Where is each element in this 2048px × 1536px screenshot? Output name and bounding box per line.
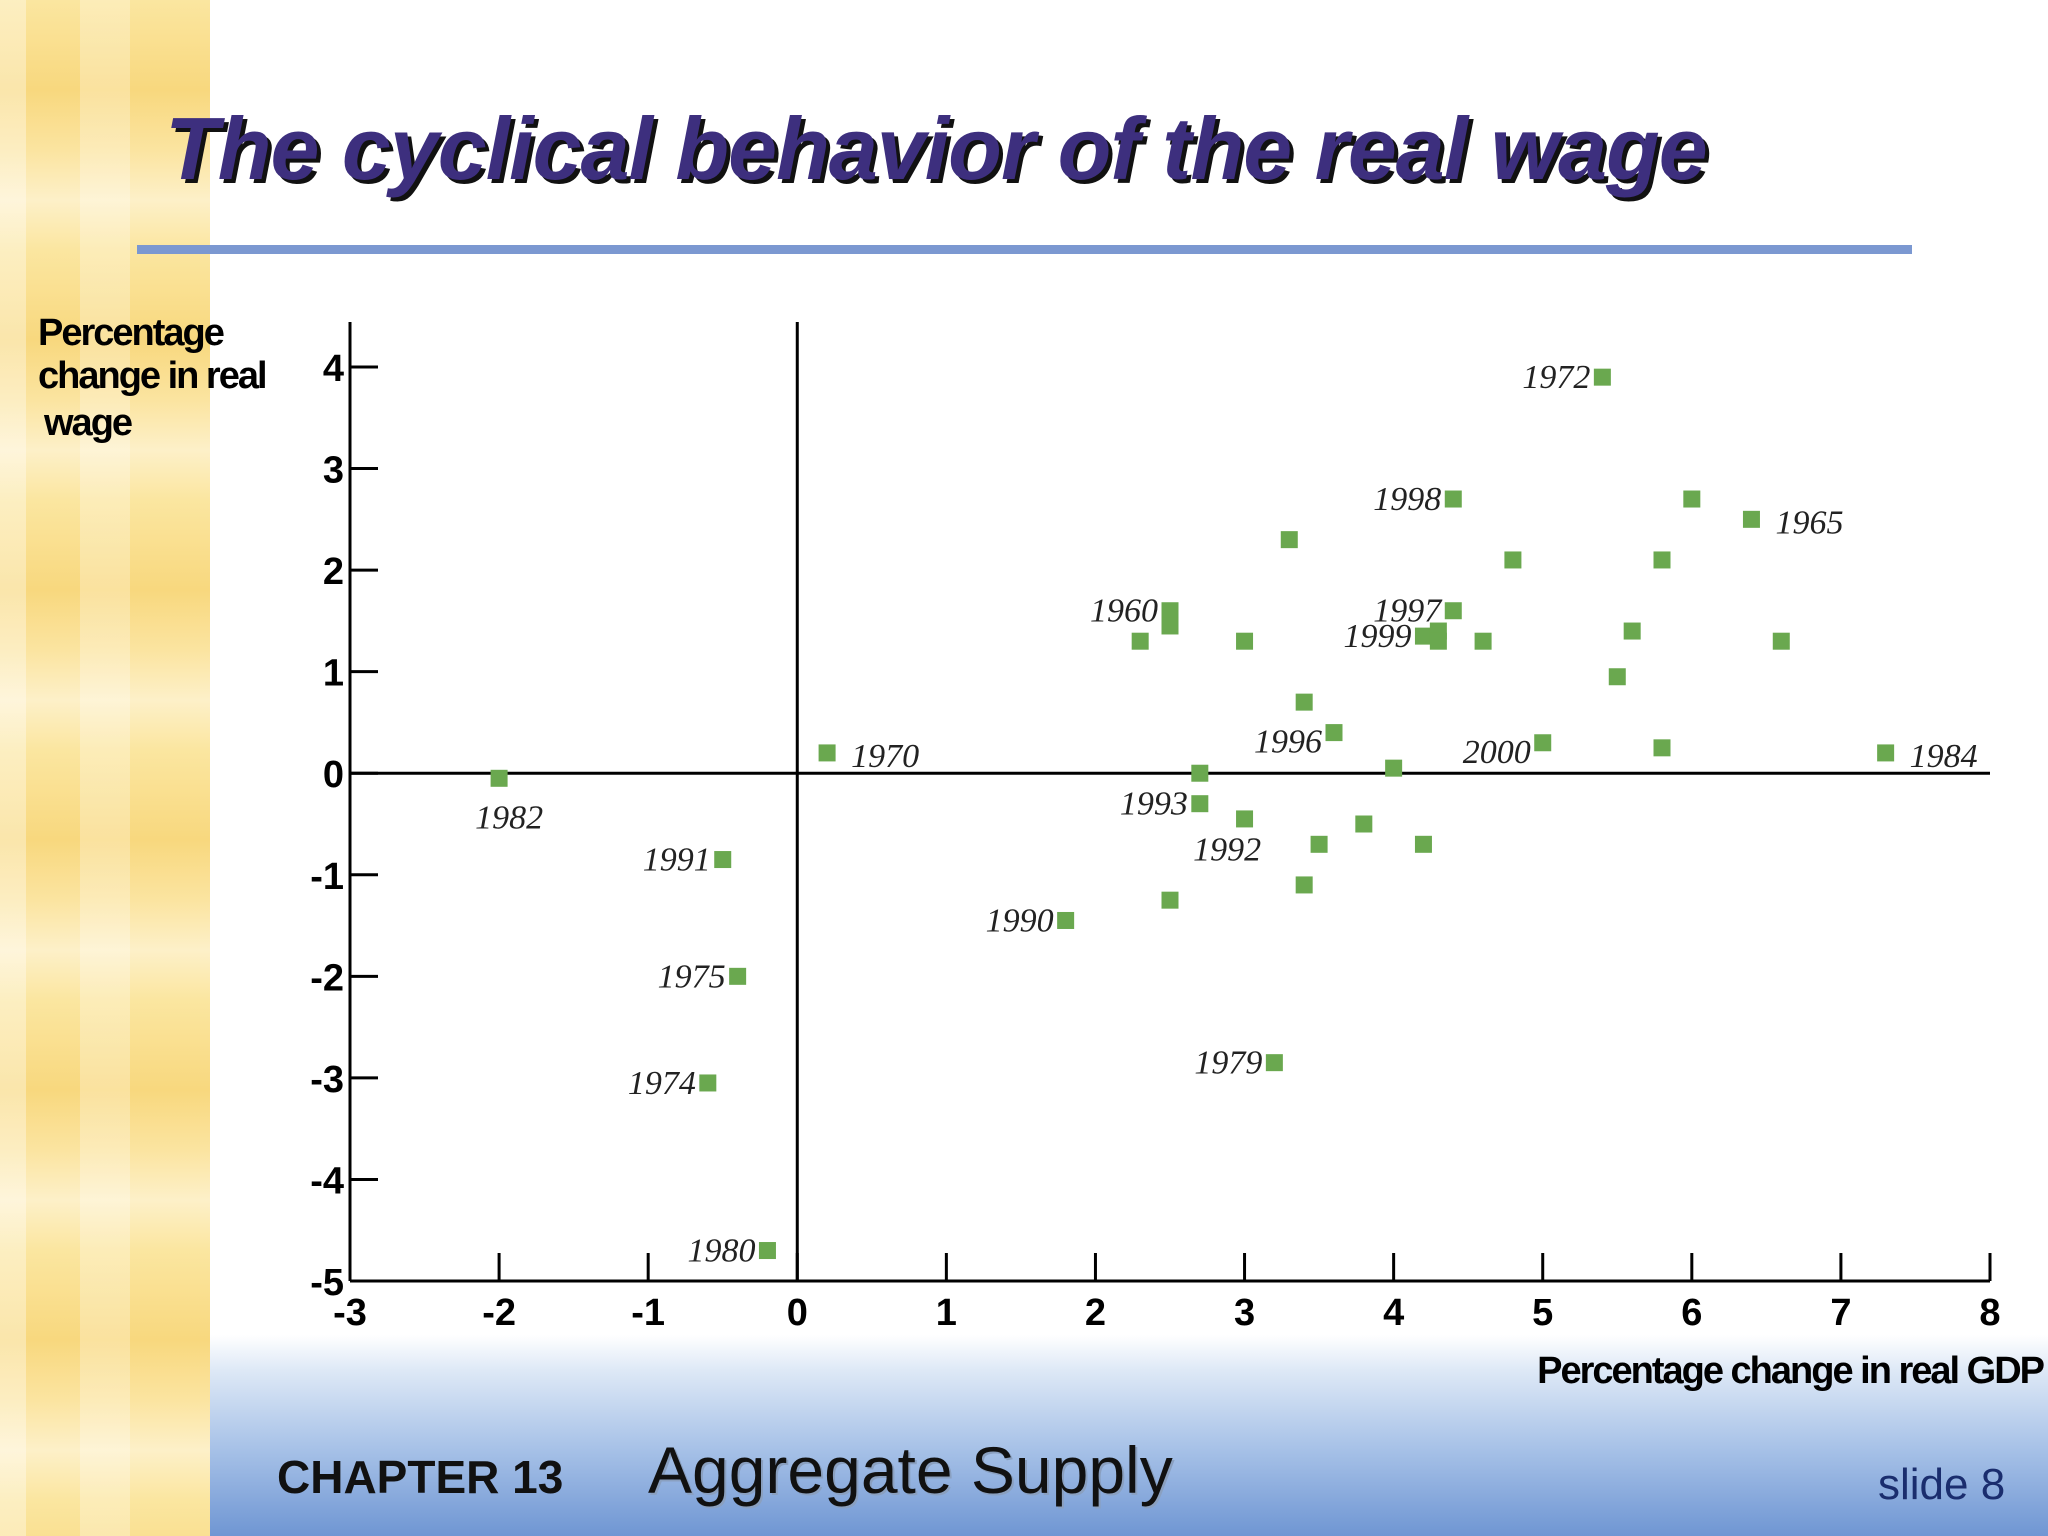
slide-title: The cyclical behavior of the real wage [165,99,1708,198]
y-tick-label: -2 [310,957,344,999]
scatter-point [1414,835,1432,853]
y-tick-label: -4 [310,1160,344,1202]
point-label: 1999 [1343,618,1411,655]
scatter-point [1191,764,1209,782]
scatter-point [1608,668,1626,686]
scatter-point [1325,724,1343,742]
scatter-point [1623,622,1641,640]
scatter-point [1280,531,1298,549]
scatter-point [1295,693,1313,711]
scatter-point [1474,632,1492,650]
scatter-point [1355,815,1373,833]
scatter-point [1534,734,1552,752]
y-tick-label: 3 [323,450,344,492]
point-label: 1996 [1254,724,1322,761]
y-axis-title-line1: Percentage [38,312,224,354]
point-label: 1965 [1775,504,1843,541]
decorative-side-band [0,0,210,1536]
y-tick-label: 2 [323,551,344,593]
scatter-point [1191,795,1209,813]
scatter-point [1161,602,1179,620]
x-tick-label: 2 [1085,1292,1106,1334]
point-label: 1998 [1373,481,1441,518]
point-label: 1972 [1522,359,1590,396]
y-axis-title-line3: wage [43,402,132,444]
scatter-point [1444,490,1462,508]
y-tick-label: 4 [323,348,344,390]
chart-axes [348,322,1990,1283]
point-label: 1970 [851,738,919,775]
x-tick-label: 8 [1979,1292,2000,1334]
scatter-point [729,967,747,985]
scatter-point [1772,632,1790,650]
y-axis-title-line2: change in real [38,355,266,397]
scatter-point [1385,759,1403,777]
scatter-point [1295,876,1313,894]
x-tick-label: 5 [1532,1292,1553,1334]
x-tick-label: 3 [1234,1292,1255,1334]
point-label: 1980 [687,1233,755,1270]
point-label: 1990 [986,902,1054,939]
scatter-point [699,1074,717,1092]
scatter-point [1877,744,1895,762]
slide-number: slide 8 [1878,1460,2006,1509]
x-tick-label: -2 [482,1292,516,1334]
scatter-point [1683,490,1701,508]
scatter-point [1504,551,1522,569]
scatter-point [1057,911,1075,929]
y-tick-label: -5 [310,1262,344,1304]
x-tick-label: -1 [631,1292,665,1334]
scatter-point [1414,627,1432,645]
scatter-point [1653,551,1671,569]
x-tick-label: 0 [787,1292,808,1334]
point-label: 1991 [643,842,711,879]
point-label: 1979 [1194,1045,1262,1082]
x-tick-label: 7 [1830,1292,1851,1334]
scatter-point [1444,602,1462,620]
x-tick-label: 4 [1383,1292,1404,1334]
scatter-point [1429,632,1447,650]
scatter-point [1161,891,1179,909]
x-tick-label: 1 [936,1292,957,1334]
point-label: 1984 [1910,738,1978,775]
footer-band [210,1335,2048,1536]
x-axis-ticks: -3 -2 -1 0 1 2 3 4 5 6 7 8 [333,1253,2001,1334]
y-tick-label: -3 [310,1059,344,1101]
scatter-point [490,769,508,787]
x-axis-title: Percentage change in real GDP [1537,1350,2045,1392]
point-label: 1975 [658,958,726,995]
scatter-point [1236,632,1254,650]
title-divider [137,245,1912,254]
scatter-point [758,1242,776,1260]
point-label: 1993 [1120,786,1188,823]
scatter-point [714,851,732,869]
scatter-point [1236,810,1254,828]
y-tick-label: 0 [323,754,344,796]
x-tick-label: 6 [1681,1292,1702,1334]
scatter-point [1742,510,1760,528]
scatter-point [1310,835,1328,853]
point-label: 1982 [475,799,543,836]
chapter-label: CHAPTER 13 [277,1451,564,1503]
scatter-point [1653,739,1671,757]
scatter-point [1131,632,1149,650]
point-label: 2000 [1463,734,1531,771]
scatter-point [1161,617,1179,635]
y-tick-label: -1 [310,856,344,898]
point-label: 1974 [628,1065,696,1102]
scatter-point [1593,368,1611,386]
scatter-point [1265,1054,1283,1072]
point-label: 1960 [1090,593,1158,630]
chapter-subject: Aggregate Supply [648,1433,1173,1507]
point-label: 1992 [1193,831,1261,868]
y-tick-label: 1 [323,653,344,695]
x-tick-label: -3 [333,1292,367,1334]
y-axis-ticks: 4 3 2 1 0 -1 -2 -3 -4 -5 [310,348,378,1304]
scatter-point [818,744,836,762]
